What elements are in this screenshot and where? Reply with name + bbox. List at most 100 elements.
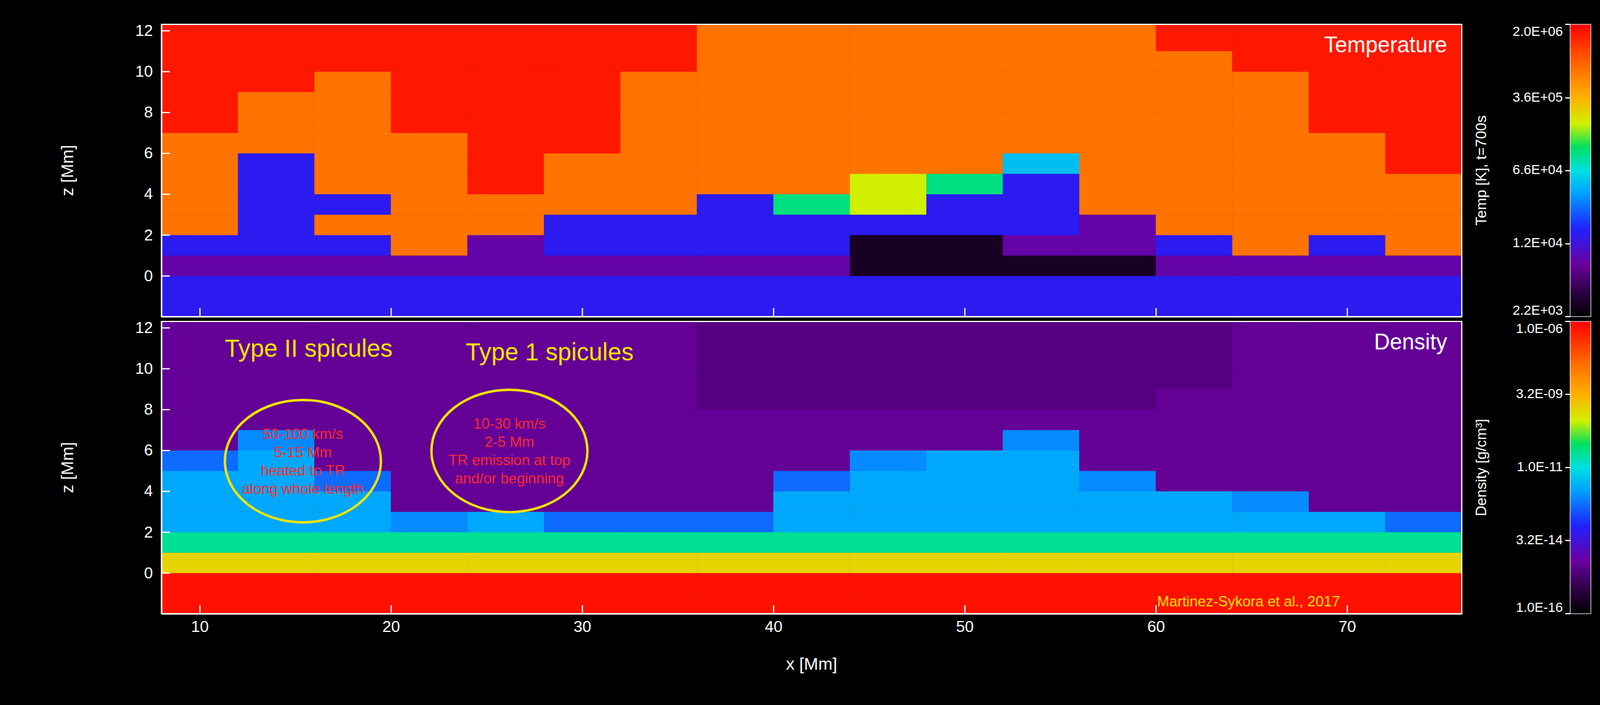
heatmap-cell: [849, 348, 927, 370]
heatmap-cell: [773, 255, 851, 276]
heatmap-cell: [1079, 91, 1156, 113]
tick-mark: [161, 30, 170, 32]
heatmap-cell: [773, 348, 851, 370]
tick-mark: [1155, 308, 1157, 317]
heatmap-cell: [1002, 470, 1080, 492]
heatmap-cell: [1002, 511, 1080, 533]
heatmap-cell: [620, 470, 698, 492]
heatmap-cell: [543, 296, 621, 317]
heatmap-cell: [1079, 389, 1156, 410]
heatmap-cell: [161, 296, 239, 317]
heatmap-cell: [1002, 573, 1080, 594]
y-tick: 12: [135, 318, 170, 337]
heatmap-cell: [1385, 532, 1462, 554]
heatmap-cell: [696, 552, 774, 574]
heatmap-cell: [1002, 409, 1080, 430]
heatmap-cell: [1079, 24, 1156, 52]
heatmap-cell: [620, 255, 698, 276]
heatmap-cell: [1079, 593, 1156, 614]
x-axis: [162, 308, 1463, 318]
heatmap-cell: [1308, 235, 1386, 256]
heatmap-cell: [467, 91, 544, 113]
heatmap-cell: [849, 24, 927, 52]
heatmap-cell: [696, 91, 774, 113]
colorbar-tick: [1565, 97, 1571, 99]
heatmap-cell: [1308, 91, 1386, 113]
heatmap-cell: [391, 593, 468, 614]
heatmap-cell: [1385, 409, 1462, 430]
heatmap-cell: [1308, 112, 1386, 133]
heatmap-cell: [1079, 429, 1156, 451]
heatmap-cell: [926, 51, 1004, 72]
heatmap-cell: [314, 573, 392, 594]
colorbar-tick-label: 1.2E+04: [1512, 235, 1563, 251]
heatmap-cell: [1232, 132, 1309, 154]
heatmap-cell: [926, 429, 1004, 451]
colorbar-tick: [1565, 320, 1571, 323]
heatmap-cell: [620, 112, 698, 133]
heatmap-cell: [849, 470, 927, 492]
heatmap-cell: [773, 152, 851, 174]
heatmap-cell: [1385, 296, 1462, 317]
x-tick: [582, 308, 583, 317]
heatmap-cell: [849, 552, 927, 574]
heatmap-cell: [1232, 194, 1309, 215]
heatmap-cell: [926, 389, 1004, 410]
heatmap-cell: [773, 552, 851, 574]
heatmap-cell: [1232, 491, 1309, 513]
heatmap-cell: [238, 152, 315, 174]
colorbar-tick: [1565, 394, 1571, 396]
heatmap-cell: [1308, 450, 1386, 471]
heatmap-cell: [1155, 409, 1233, 430]
heatmap-cell: [1308, 255, 1386, 276]
heatmap-cell: [849, 321, 927, 349]
panel: 10203040506070024681012x [Mm]z [Mm]Densi…: [57, 318, 1463, 674]
heatmap-cell: [1232, 91, 1309, 113]
heatmap-cell: [1308, 389, 1386, 410]
heatmap-cell: [314, 91, 392, 113]
heatmap-cell: [1155, 450, 1233, 471]
heatmap-cell: [849, 389, 927, 410]
heatmap-cell: [773, 51, 851, 72]
heatmap-cell: [1385, 71, 1462, 92]
heatmap-cell: [696, 255, 774, 276]
tick-label: 2: [144, 523, 153, 542]
heatmap-cell: [314, 532, 392, 554]
heatmap-cell: [696, 24, 774, 52]
heatmap-cell: [543, 51, 621, 72]
heatmap-cell: [1155, 275, 1233, 297]
heatmap-cell: [1308, 214, 1386, 236]
heatmap-cell: [391, 321, 468, 349]
heatmap-cell: [696, 275, 774, 297]
tick-mark: [964, 605, 966, 614]
colorbar-tick: [1565, 243, 1571, 245]
heatmap-cell: [238, 275, 315, 297]
tick-mark: [772, 605, 775, 614]
heatmap-cell: [467, 214, 544, 236]
heatmap-cell: [391, 275, 468, 297]
heatmap-cell: [620, 296, 698, 317]
heatmap-cell: [926, 573, 1004, 594]
heatmap-cell: [696, 429, 774, 451]
heatmap-cell: [1385, 368, 1462, 390]
heatmap-cell: [391, 132, 468, 154]
heatmap-cell: [314, 511, 392, 533]
heatmap-cell: [696, 51, 774, 72]
heatmap-cell: [1232, 321, 1309, 349]
heatmap-cell: [1079, 470, 1156, 492]
heatmap-cell: [1079, 112, 1156, 133]
x-tick: 30: [573, 605, 592, 636]
heatmap-cell: [926, 275, 1004, 297]
heatmap-cell: [467, 71, 544, 92]
heatmap-cell: [467, 429, 544, 451]
heatmap-cell: [467, 235, 544, 256]
heatmap-cell: [314, 152, 392, 174]
heatmap-cell: [543, 152, 621, 174]
heatmap-cell: [1232, 235, 1309, 256]
heatmap-cell: [314, 214, 392, 236]
heatmap-cell: [391, 214, 468, 236]
heatmap-cell: [391, 194, 468, 215]
tick-label: 8: [144, 400, 153, 419]
heatmap-cell: [849, 532, 927, 554]
heatmap-cell: [391, 51, 468, 72]
